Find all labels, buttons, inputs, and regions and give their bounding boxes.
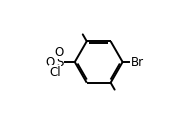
Text: O: O <box>45 56 54 68</box>
Text: S: S <box>56 56 63 68</box>
Text: Br: Br <box>130 56 144 68</box>
Text: O: O <box>55 46 64 59</box>
Text: Cl: Cl <box>49 66 61 79</box>
